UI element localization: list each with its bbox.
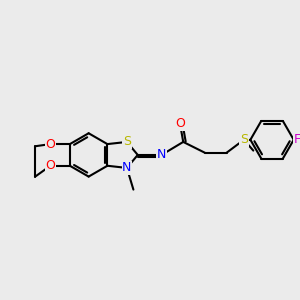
- Text: N: N: [122, 161, 132, 174]
- Text: O: O: [175, 117, 185, 130]
- Text: O: O: [45, 138, 55, 151]
- Text: O: O: [45, 159, 55, 172]
- Text: N: N: [157, 148, 166, 161]
- Text: S: S: [123, 135, 131, 148]
- Text: F: F: [294, 133, 300, 146]
- Text: S: S: [240, 133, 248, 146]
